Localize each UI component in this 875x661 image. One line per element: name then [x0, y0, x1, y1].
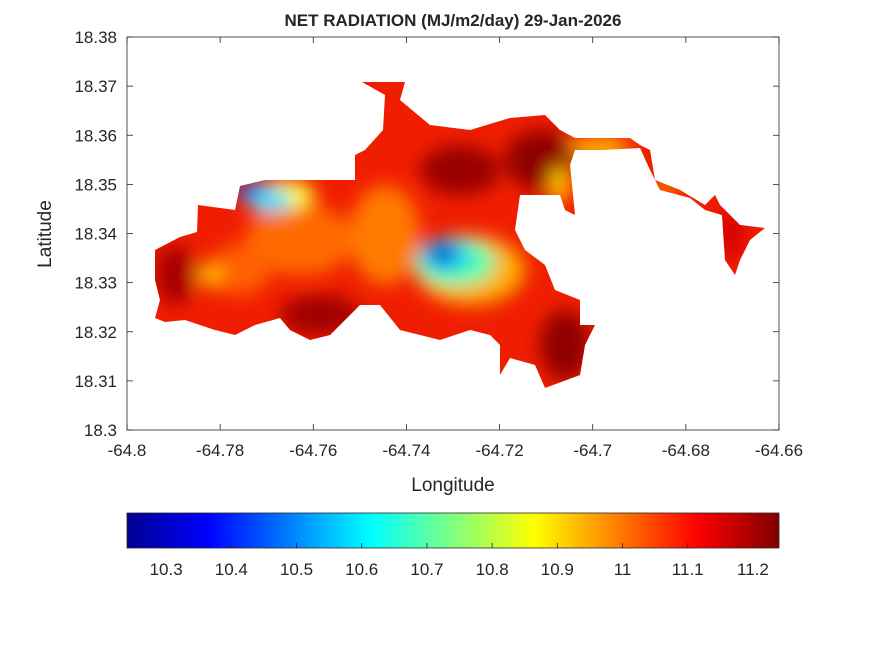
colorbar-tick-label: 11.2: [737, 560, 769, 579]
field-high: [420, 145, 500, 195]
field-low: [431, 246, 455, 264]
colorbar-ticks: 10.3 10.4 10.5 10.6 10.7 10.8 10.9 11 11.1 11.2: [150, 543, 769, 579]
colorbar-tick-label: 10.7: [410, 560, 443, 579]
colorbar-tick-label: 10.6: [345, 560, 378, 579]
y-tick-label: 18.3: [84, 421, 117, 440]
y-tick-label: 18.38: [74, 28, 117, 47]
colorbar: [126, 512, 780, 549]
colorbar-tick-label: 10.5: [280, 560, 313, 579]
field-high: [540, 310, 590, 380]
x-tick-label: -64.8: [108, 441, 147, 460]
chart-title: NET RADIATION (MJ/m2/day) 29-Jan-2026: [285, 11, 622, 30]
colorbar-tick-label: 10.3: [150, 560, 183, 579]
colorbar-tick-label: 10.4: [215, 560, 248, 579]
colorbar-tick-label: 11: [614, 560, 632, 579]
x-tick-label: -64.78: [196, 441, 244, 460]
colorbar-tick-label: 10.8: [476, 560, 509, 579]
x-tick-label: -64.76: [289, 441, 337, 460]
field-mid: [350, 185, 420, 285]
field-mid: [198, 263, 222, 287]
y-tick-label: 18.35: [74, 175, 117, 194]
y-axis: 18.3 18.31 18.32 18.33 18.34 18.35 18.36 18.37 1…: [74, 28, 779, 440]
y-tick-label: 18.37: [74, 77, 117, 96]
y-tick-label: 18.36: [74, 126, 117, 145]
y-tick-label: 18.32: [74, 323, 117, 342]
field-mid: [210, 245, 270, 295]
x-tick-label: -64.74: [382, 441, 430, 460]
colorbar-tick-label: 11.1: [672, 560, 704, 579]
x-tick-label: -64.72: [475, 441, 523, 460]
y-tick-label: 18.31: [74, 372, 117, 391]
field-low: [248, 188, 292, 212]
x-axis: -64.8 -64.78 -64.76 -64.74 -64.72 -64.7 -64.68…: [108, 37, 803, 460]
field-high: [280, 295, 360, 335]
x-tick-label: -64.66: [755, 441, 803, 460]
y-axis-label: Latitude: [35, 200, 56, 268]
x-tick-label: -64.68: [662, 441, 710, 460]
colorbar-tick-label: 10.9: [541, 560, 574, 579]
field-mid: [550, 167, 570, 203]
x-tick-label: -64.7: [573, 441, 612, 460]
y-tick-label: 18.34: [74, 225, 117, 244]
field-mid: [245, 205, 355, 275]
y-tick-label: 18.33: [74, 274, 117, 293]
field-high: [155, 245, 195, 305]
x-axis-label: Longitude: [411, 475, 494, 496]
